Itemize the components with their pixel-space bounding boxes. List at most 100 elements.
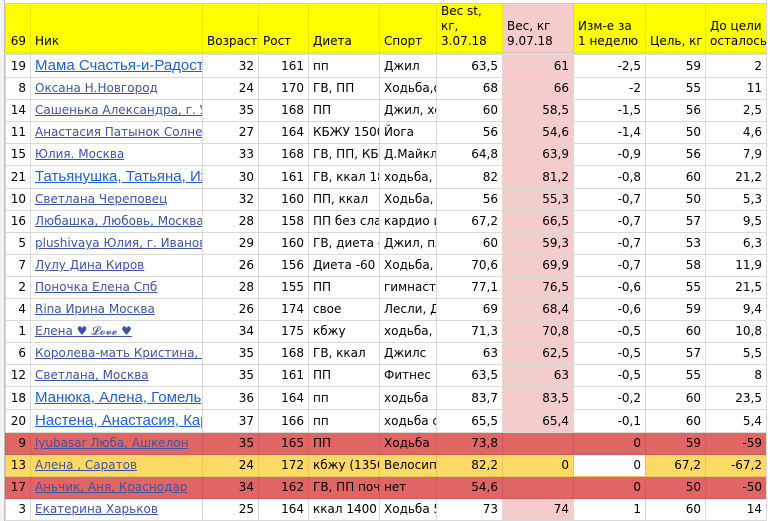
- cell-age[interactable]: 37: [202, 409, 259, 433]
- cell-age[interactable]: 32: [202, 188, 259, 211]
- cell-goal[interactable]: 50: [645, 121, 706, 144]
- cell-change[interactable]: 0: [573, 454, 646, 477]
- cell-goal[interactable]: 59: [645, 432, 706, 455]
- cell-nick[interactable]: Анастасия Патынок Солнечн: [30, 121, 203, 144]
- cell-number[interactable]: 7: [5, 254, 31, 277]
- cell-goal[interactable]: 50: [645, 188, 706, 211]
- cell-number[interactable]: 11: [5, 121, 31, 144]
- cell-sport[interactable]: ходьба: [379, 386, 437, 410]
- cell-remaining[interactable]: 21,5: [705, 276, 767, 299]
- nick-link[interactable]: Rina Ирина Москва: [35, 302, 155, 316]
- cell-remaining[interactable]: -67,2: [705, 454, 767, 477]
- cell-age[interactable]: 35: [202, 342, 259, 365]
- cell-remaining[interactable]: 4,6: [705, 121, 767, 144]
- cell-age[interactable]: 24: [202, 454, 259, 477]
- cell-goal[interactable]: 60: [645, 165, 706, 189]
- cell-change[interactable]: -0,6: [573, 298, 646, 321]
- cell-goal[interactable]: 56: [645, 143, 706, 166]
- cell-number[interactable]: 1: [5, 320, 31, 343]
- cell-change[interactable]: -0,7: [573, 188, 646, 211]
- cell-nick[interactable]: Юлия. Москва: [30, 143, 203, 166]
- cell-number[interactable]: 2: [5, 276, 31, 299]
- cell-sport[interactable]: Велосипед: [379, 454, 437, 477]
- cell-change[interactable]: -0,6: [573, 276, 646, 299]
- cell-goal[interactable]: 67,2: [645, 454, 706, 477]
- cell-age[interactable]: 26: [202, 254, 259, 277]
- cell-number[interactable]: 21: [5, 165, 31, 189]
- cell-height[interactable]: 168: [258, 143, 309, 166]
- cell-weight-start[interactable]: 67,2: [436, 210, 503, 233]
- cell-sport[interactable]: ходьба, э: [379, 320, 437, 343]
- nick-link[interactable]: Королева-мать Кристина, Москва: [35, 346, 202, 360]
- nick-link[interactable]: Светлана Череповец: [35, 192, 168, 206]
- cell-height[interactable]: 155: [258, 276, 309, 299]
- cell-number[interactable]: 3: [5, 498, 31, 521]
- header-change[interactable]: Изм-е за 1 неделю: [573, 3, 646, 53]
- cell-age[interactable]: 25: [202, 498, 259, 521]
- cell-sport[interactable]: нет: [379, 476, 437, 499]
- cell-nick[interactable]: Екатерина Харьков: [30, 498, 203, 521]
- cell-number[interactable]: 20: [5, 409, 31, 433]
- nick-link[interactable]: Юлия. Москва: [35, 147, 125, 161]
- cell-age[interactable]: 33: [202, 143, 259, 166]
- cell-sport[interactable]: Йога: [379, 121, 437, 144]
- cell-height[interactable]: 174: [258, 298, 309, 321]
- nick-link[interactable]: Мама Счастья-и-Радости,: [35, 57, 203, 74]
- cell-change[interactable]: -2,5: [573, 54, 646, 78]
- cell-diet[interactable]: кбжу: [308, 320, 380, 343]
- cell-weight-now[interactable]: 66,5: [502, 210, 574, 233]
- cell-remaining[interactable]: 9,4: [705, 298, 767, 321]
- cell-remaining[interactable]: 9,5: [705, 210, 767, 233]
- header-weight-now[interactable]: Вес, кг 9.07.18: [502, 3, 574, 53]
- cell-height[interactable]: 168: [258, 99, 309, 122]
- cell-diet[interactable]: свое: [308, 298, 380, 321]
- cell-diet[interactable]: ПП без слад: [308, 210, 380, 233]
- cell-height[interactable]: 161: [258, 165, 309, 189]
- cell-change[interactable]: -0,7: [573, 210, 646, 233]
- header-count[interactable]: 69: [5, 3, 31, 53]
- cell-height[interactable]: 156: [258, 254, 309, 277]
- nick-link[interactable]: Настена, Анастасия, Карпинск: [35, 412, 202, 429]
- cell-nick[interactable]: Татьянушка, Татьяна, Ижевск: [30, 165, 203, 189]
- cell-change[interactable]: -0,2: [573, 386, 646, 410]
- cell-weight-start[interactable]: 71,3: [436, 320, 503, 343]
- cell-height[interactable]: 164: [258, 386, 309, 410]
- cell-remaining[interactable]: 7,9: [705, 143, 767, 166]
- cell-diet[interactable]: ПП: [308, 99, 380, 122]
- cell-diet[interactable]: ГВ, ПП, КБЖ: [308, 143, 380, 166]
- cell-sport[interactable]: Джил, пл: [379, 232, 437, 255]
- cell-goal[interactable]: 58: [645, 254, 706, 277]
- cell-number[interactable]: 9: [5, 432, 31, 455]
- nick-link[interactable]: Поночка Елена Спб: [35, 280, 158, 294]
- cell-remaining[interactable]: 23,5: [705, 386, 767, 410]
- cell-weight-start[interactable]: 69: [436, 298, 503, 321]
- cell-weight-now[interactable]: 76,5: [502, 276, 574, 299]
- cell-diet[interactable]: ГВ, диета -: [308, 232, 380, 255]
- nick-link[interactable]: Манюка, Алена, Гомель: [35, 389, 202, 406]
- cell-nick[interactable]: Аньчик, Аня, Краснодар: [30, 476, 203, 499]
- cell-height[interactable]: 165: [258, 432, 309, 455]
- cell-weight-now[interactable]: 62,5: [502, 342, 574, 365]
- cell-weight-start[interactable]: 60: [436, 232, 503, 255]
- cell-age[interactable]: 35: [202, 99, 259, 122]
- cell-goal[interactable]: 60: [645, 386, 706, 410]
- cell-change[interactable]: -0,7: [573, 232, 646, 255]
- cell-sport[interactable]: Ходьба, г: [379, 188, 437, 211]
- cell-goal[interactable]: 56: [645, 99, 706, 122]
- nick-link[interactable]: Светлана, Москва: [35, 368, 149, 382]
- cell-nick[interactable]: Мама Счастья-и-Радости,: [30, 54, 203, 78]
- header-sport[interactable]: Спорт: [379, 3, 437, 53]
- cell-change[interactable]: -1,4: [573, 121, 646, 144]
- cell-age[interactable]: 28: [202, 276, 259, 299]
- cell-number[interactable]: 16: [5, 210, 31, 233]
- cell-diet[interactable]: КБЖУ 1500-: [308, 121, 380, 144]
- cell-number[interactable]: 6: [5, 342, 31, 365]
- cell-nick[interactable]: Королева-мать Кристина, Москва: [30, 342, 203, 365]
- cell-number[interactable]: 5: [5, 232, 31, 255]
- header-weight-start[interactable]: Вес st, кг, 3.07.18: [436, 3, 503, 53]
- nick-link[interactable]: Оксана Н.Новгород: [35, 81, 158, 95]
- cell-change[interactable]: -0,9: [573, 143, 646, 166]
- cell-sport[interactable]: Джилс: [379, 342, 437, 365]
- cell-diet[interactable]: ПП: [308, 364, 380, 387]
- cell-nick[interactable]: Светлана Череповец: [30, 188, 203, 211]
